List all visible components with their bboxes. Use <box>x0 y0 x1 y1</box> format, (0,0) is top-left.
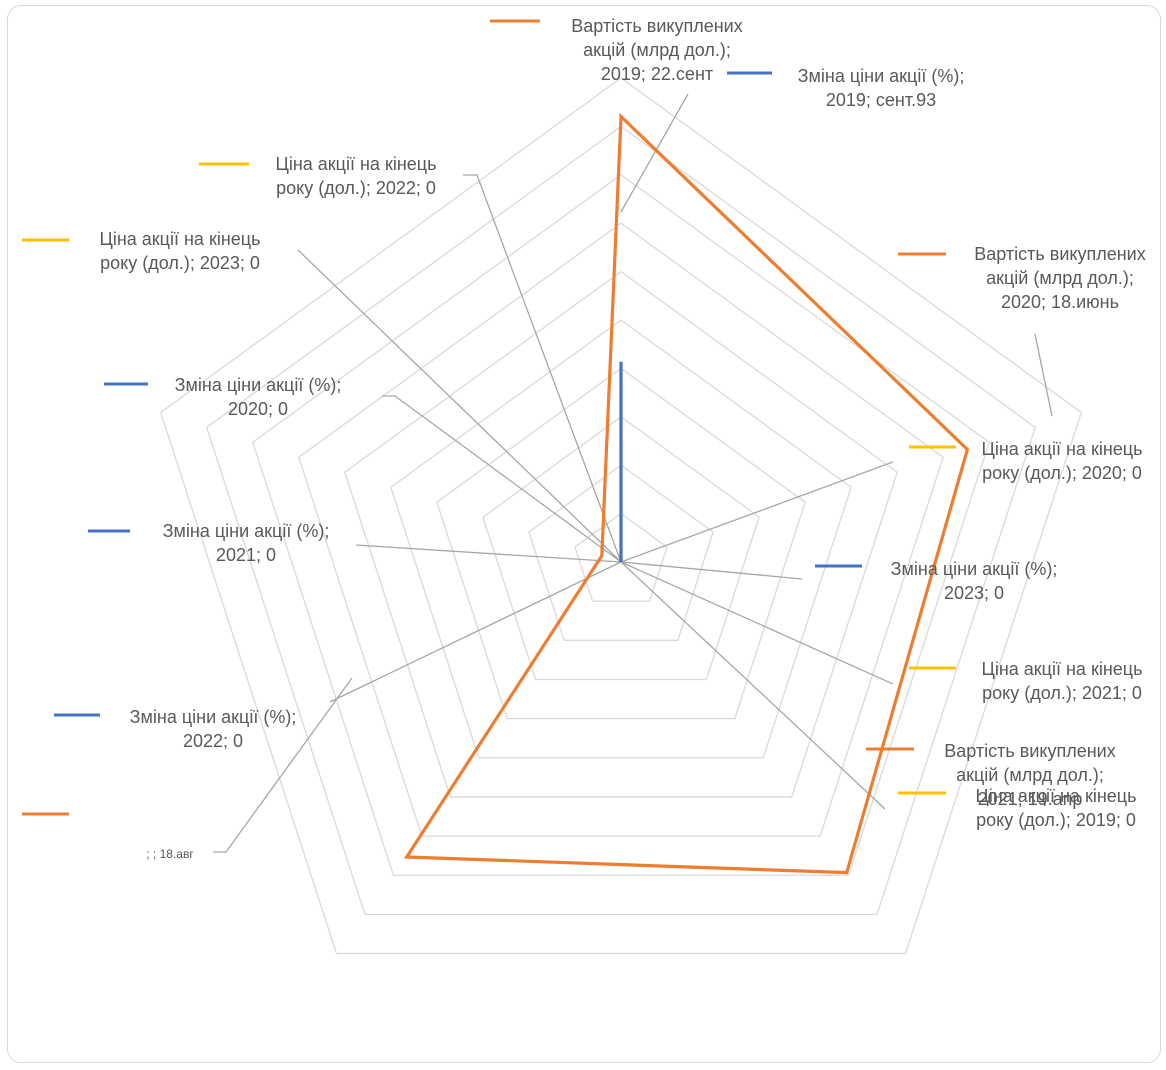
data-label: акцій (млрд дол.); <box>583 40 731 60</box>
grid-ring <box>344 270 898 798</box>
leader-lines <box>213 93 1053 853</box>
grid-ring <box>298 222 944 837</box>
leader-line <box>355 544 622 563</box>
series-layer <box>403 112 970 875</box>
data-label: ; ; 18.авг <box>146 847 194 861</box>
data-label: Ціна акції на кінець <box>976 786 1137 806</box>
data-label: року (дол.); 2020; 0 <box>982 463 1142 483</box>
leader-line <box>620 561 894 685</box>
data-label: Ціна акції на кінець <box>276 154 437 174</box>
grid-ring <box>390 319 852 759</box>
grid-ring <box>159 77 1083 955</box>
leader-line <box>1034 333 1053 417</box>
data-label: Зміна ціни акції (%); <box>163 521 330 541</box>
data-label: 2020; 18.июнь <box>1001 292 1119 312</box>
data-label: Вартість викуплених <box>571 16 742 36</box>
data-label: Зміна ціни акції (%); <box>175 375 342 395</box>
data-label: 2021; 0 <box>216 545 276 565</box>
data-label: 2022; 0 <box>183 731 243 751</box>
data-label: Зміна ціни акції (%); <box>130 707 297 727</box>
leader-line <box>297 249 622 563</box>
leader-line <box>382 395 622 563</box>
leader-line <box>213 677 353 853</box>
series-line <box>403 112 970 875</box>
grid-ring <box>205 125 1037 916</box>
leader-line <box>620 561 886 810</box>
leader-line <box>620 561 803 580</box>
data-label: Зміна ціни акції (%); <box>891 559 1058 579</box>
data-label: Ціна акції на кінець <box>100 229 261 249</box>
data-label: Ціна акції на кінець <box>982 659 1143 679</box>
grid-ring <box>574 512 668 602</box>
data-label: Вартість викуплених <box>944 741 1115 761</box>
grid-ring <box>436 367 806 720</box>
leader-line <box>620 461 894 563</box>
leader-line <box>620 93 689 213</box>
data-label: 2019; сент.93 <box>826 90 936 110</box>
data-label: Ціна акції на кінець <box>982 439 1143 459</box>
leader-line <box>463 174 622 563</box>
data-label: 2019; 22.сент <box>601 64 713 84</box>
radar-grid <box>159 77 1083 955</box>
data-label: року (дол.); 2023; 0 <box>100 253 260 273</box>
data-label: акцій (млрд дол.); <box>956 765 1104 785</box>
data-label: 2020; 0 <box>228 399 288 419</box>
grid-ring <box>528 464 714 641</box>
data-label: року (дол.); 2022; 0 <box>276 178 436 198</box>
data-label: року (дол.); 2019; 0 <box>976 810 1136 830</box>
data-label: Зміна ціни акції (%); <box>798 66 965 86</box>
data-label: 2023; 0 <box>944 583 1004 603</box>
chart-frame <box>7 5 1161 1063</box>
data-label: акцій (млрд дол.); <box>986 268 1134 288</box>
leader-line <box>329 561 622 703</box>
data-labels: Вартість викуплених акцій (млрд дол.); 201… <box>22 16 1146 861</box>
data-label: року (дол.); 2021; 0 <box>982 683 1142 703</box>
data-label: 2021; 19.апр <box>978 789 1083 809</box>
data-label: Вартість викуплених <box>974 244 1145 264</box>
grid-ring <box>482 415 760 681</box>
grid-ring <box>251 173 991 876</box>
